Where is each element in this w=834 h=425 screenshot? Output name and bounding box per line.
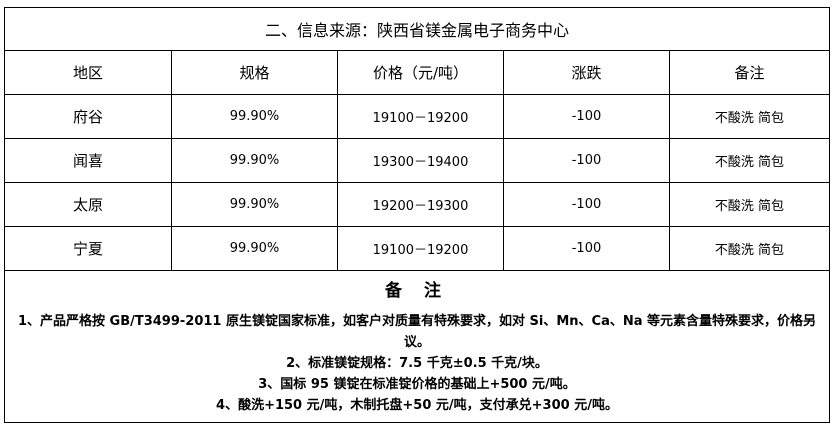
note-item: 3、国标 95 镁锭在标准锭价格的基础上+500 元/吨。 — [258, 377, 576, 392]
price-cell: 19100－19200 — [338, 227, 504, 270]
change-cell: -100 — [504, 139, 670, 182]
table-row: 闻喜 99.90% 19300－19400 -100 不酸洗 简包 — [5, 139, 829, 183]
region-cell: 闻喜 — [5, 139, 172, 182]
header-price: 价格（元/吨） — [338, 51, 504, 94]
table-row: 太原 99.90% 19200－19300 -100 不酸洗 简包 — [5, 183, 829, 227]
note-item: 4、酸洗+150 元/吨，木制托盘+50 元/吨，支付承兑+300 元/吨。 — [216, 398, 618, 413]
table-title: 二、信息来源：陕西省镁金属电子商务中心 — [5, 8, 829, 51]
spec-cell: 99.90% — [172, 139, 338, 182]
table-row: 府谷 99.90% 19100－19200 -100 不酸洗 简包 — [5, 95, 829, 139]
header-region: 地区 — [5, 51, 172, 94]
notes-section: 备 注 1、产品严格按 GB/T3499-2011 原生镁锭国家标准，如客户对质… — [5, 271, 829, 422]
price-table: 二、信息来源：陕西省镁金属电子商务中心 地区 规格 价格（元/吨） 涨跌 备注 … — [4, 7, 830, 423]
remark-cell: 不酸洗 简包 — [714, 111, 785, 126]
remark-cell: 不酸洗 简包 — [714, 199, 785, 214]
price-cell: 19300－19400 — [338, 139, 504, 182]
change-cell: -100 — [504, 95, 670, 138]
note-item: 1、产品严格按 GB/T3499-2011 原生镁锭国家标准，如客户对质量有特殊… — [17, 314, 817, 350]
note-item: 2、标准镁锭规格：7.5 千克±0.5 千克/块。 — [286, 356, 548, 371]
price-cell: 19100－19200 — [338, 95, 504, 138]
header-change: 涨跌 — [504, 51, 670, 94]
change-cell: -100 — [504, 227, 670, 270]
region-cell: 府谷 — [5, 95, 172, 138]
region-cell: 太原 — [5, 183, 172, 226]
remark-cell: 不酸洗 简包 — [714, 155, 785, 170]
region-cell: 宁夏 — [5, 227, 172, 270]
spec-cell: 99.90% — [172, 227, 338, 270]
header-remark: 备注 — [734, 64, 765, 82]
header-spec: 规格 — [172, 51, 338, 94]
price-cell: 19200－19300 — [338, 183, 504, 226]
notes-title: 备 注 — [385, 281, 449, 301]
header-row: 地区 规格 价格（元/吨） 涨跌 备注 — [5, 51, 829, 95]
change-cell: -100 — [504, 183, 670, 226]
spec-cell: 99.90% — [172, 95, 338, 138]
spec-cell: 99.90% — [172, 183, 338, 226]
remark-cell: 不酸洗 简包 — [714, 243, 785, 258]
table-row: 宁夏 99.90% 19100－19200 -100 不酸洗 简包 — [5, 227, 829, 271]
